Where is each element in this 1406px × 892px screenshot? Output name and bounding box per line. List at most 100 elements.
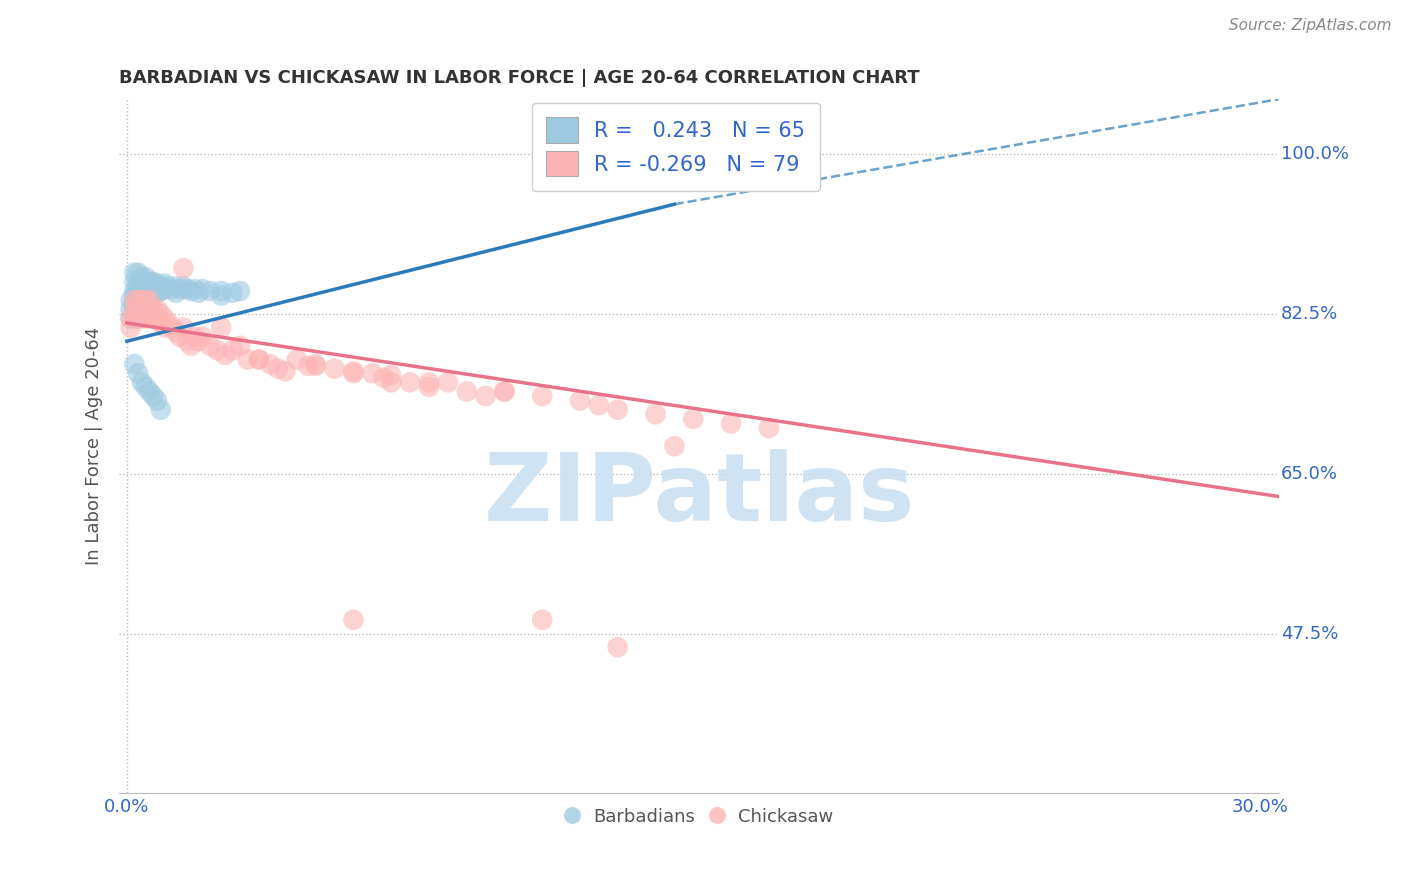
Point bbox=[153, 282, 176, 296]
Point bbox=[127, 366, 149, 380]
Point bbox=[361, 366, 384, 380]
Point bbox=[297, 359, 319, 373]
Point bbox=[247, 352, 270, 367]
Point bbox=[682, 412, 704, 426]
Point bbox=[456, 384, 478, 399]
Point bbox=[588, 398, 610, 412]
Point bbox=[160, 282, 183, 296]
Point bbox=[187, 334, 209, 349]
Y-axis label: In Labor Force | Age 20-64: In Labor Force | Age 20-64 bbox=[86, 327, 103, 566]
Point bbox=[127, 284, 149, 298]
Text: 100.0%: 100.0% bbox=[1281, 145, 1348, 163]
Point bbox=[124, 302, 146, 317]
Point bbox=[267, 361, 290, 376]
Text: BARBADIAN VS CHICKASAW IN LABOR FORCE | AGE 20-64 CORRELATION CHART: BARBADIAN VS CHICKASAW IN LABOR FORCE | … bbox=[120, 69, 920, 87]
Point bbox=[165, 325, 187, 339]
Point bbox=[198, 339, 221, 353]
Point bbox=[131, 284, 153, 298]
Point bbox=[149, 316, 172, 330]
Point bbox=[124, 293, 146, 307]
Point bbox=[305, 357, 328, 371]
Point bbox=[214, 348, 236, 362]
Point bbox=[191, 282, 214, 296]
Point bbox=[305, 359, 328, 373]
Point bbox=[127, 293, 149, 307]
Point bbox=[169, 329, 191, 343]
Point bbox=[373, 371, 395, 385]
Point bbox=[127, 298, 149, 312]
Point bbox=[184, 329, 207, 343]
Point bbox=[149, 307, 172, 321]
Point bbox=[124, 311, 146, 326]
Point bbox=[124, 293, 146, 307]
Point bbox=[380, 376, 402, 390]
Point bbox=[142, 288, 165, 302]
Point bbox=[153, 277, 176, 291]
Point bbox=[120, 311, 142, 326]
Point bbox=[720, 417, 742, 431]
Point bbox=[153, 311, 176, 326]
Point bbox=[135, 277, 157, 291]
Point bbox=[120, 293, 142, 307]
Point bbox=[176, 282, 198, 296]
Point bbox=[146, 311, 169, 326]
Point bbox=[138, 279, 160, 293]
Point bbox=[127, 288, 149, 302]
Text: 82.5%: 82.5% bbox=[1281, 305, 1339, 323]
Point bbox=[124, 266, 146, 280]
Point bbox=[494, 384, 516, 399]
Legend: Barbadians, Chickasaw: Barbadians, Chickasaw bbox=[557, 800, 841, 833]
Point bbox=[184, 282, 207, 296]
Text: 47.5%: 47.5% bbox=[1281, 624, 1339, 642]
Point bbox=[606, 402, 628, 417]
Point bbox=[124, 302, 146, 317]
Point bbox=[149, 279, 172, 293]
Point bbox=[274, 364, 297, 378]
Point bbox=[157, 279, 180, 293]
Point bbox=[221, 285, 243, 300]
Point bbox=[494, 384, 516, 399]
Point bbox=[127, 302, 149, 317]
Point bbox=[138, 302, 160, 317]
Point bbox=[157, 316, 180, 330]
Point bbox=[131, 293, 153, 307]
Point bbox=[236, 352, 259, 367]
Point bbox=[142, 311, 165, 326]
Point bbox=[138, 384, 160, 399]
Point bbox=[135, 270, 157, 285]
Point bbox=[131, 376, 153, 390]
Point bbox=[207, 343, 229, 358]
Point bbox=[172, 320, 194, 334]
Point bbox=[138, 293, 160, 307]
Point bbox=[180, 284, 202, 298]
Text: ZIPatlas: ZIPatlas bbox=[484, 449, 915, 541]
Point bbox=[531, 389, 554, 403]
Point bbox=[606, 640, 628, 655]
Point bbox=[127, 279, 149, 293]
Point bbox=[146, 277, 169, 291]
Point bbox=[120, 302, 142, 317]
Point bbox=[259, 357, 281, 371]
Point bbox=[124, 357, 146, 371]
Point bbox=[146, 302, 169, 317]
Point bbox=[342, 366, 364, 380]
Point bbox=[614, 174, 637, 188]
Point bbox=[191, 329, 214, 343]
Point bbox=[131, 270, 153, 285]
Point bbox=[142, 279, 165, 293]
Point bbox=[120, 311, 142, 326]
Point bbox=[142, 284, 165, 298]
Point bbox=[124, 298, 146, 312]
Point bbox=[229, 284, 252, 298]
Point bbox=[146, 393, 169, 408]
Point bbox=[135, 302, 157, 317]
Point bbox=[342, 613, 364, 627]
Point bbox=[169, 282, 191, 296]
Point bbox=[165, 285, 187, 300]
Point bbox=[127, 311, 149, 326]
Point bbox=[131, 302, 153, 317]
Point bbox=[142, 389, 165, 403]
Point bbox=[135, 284, 157, 298]
Text: 65.0%: 65.0% bbox=[1281, 465, 1339, 483]
Point bbox=[180, 339, 202, 353]
